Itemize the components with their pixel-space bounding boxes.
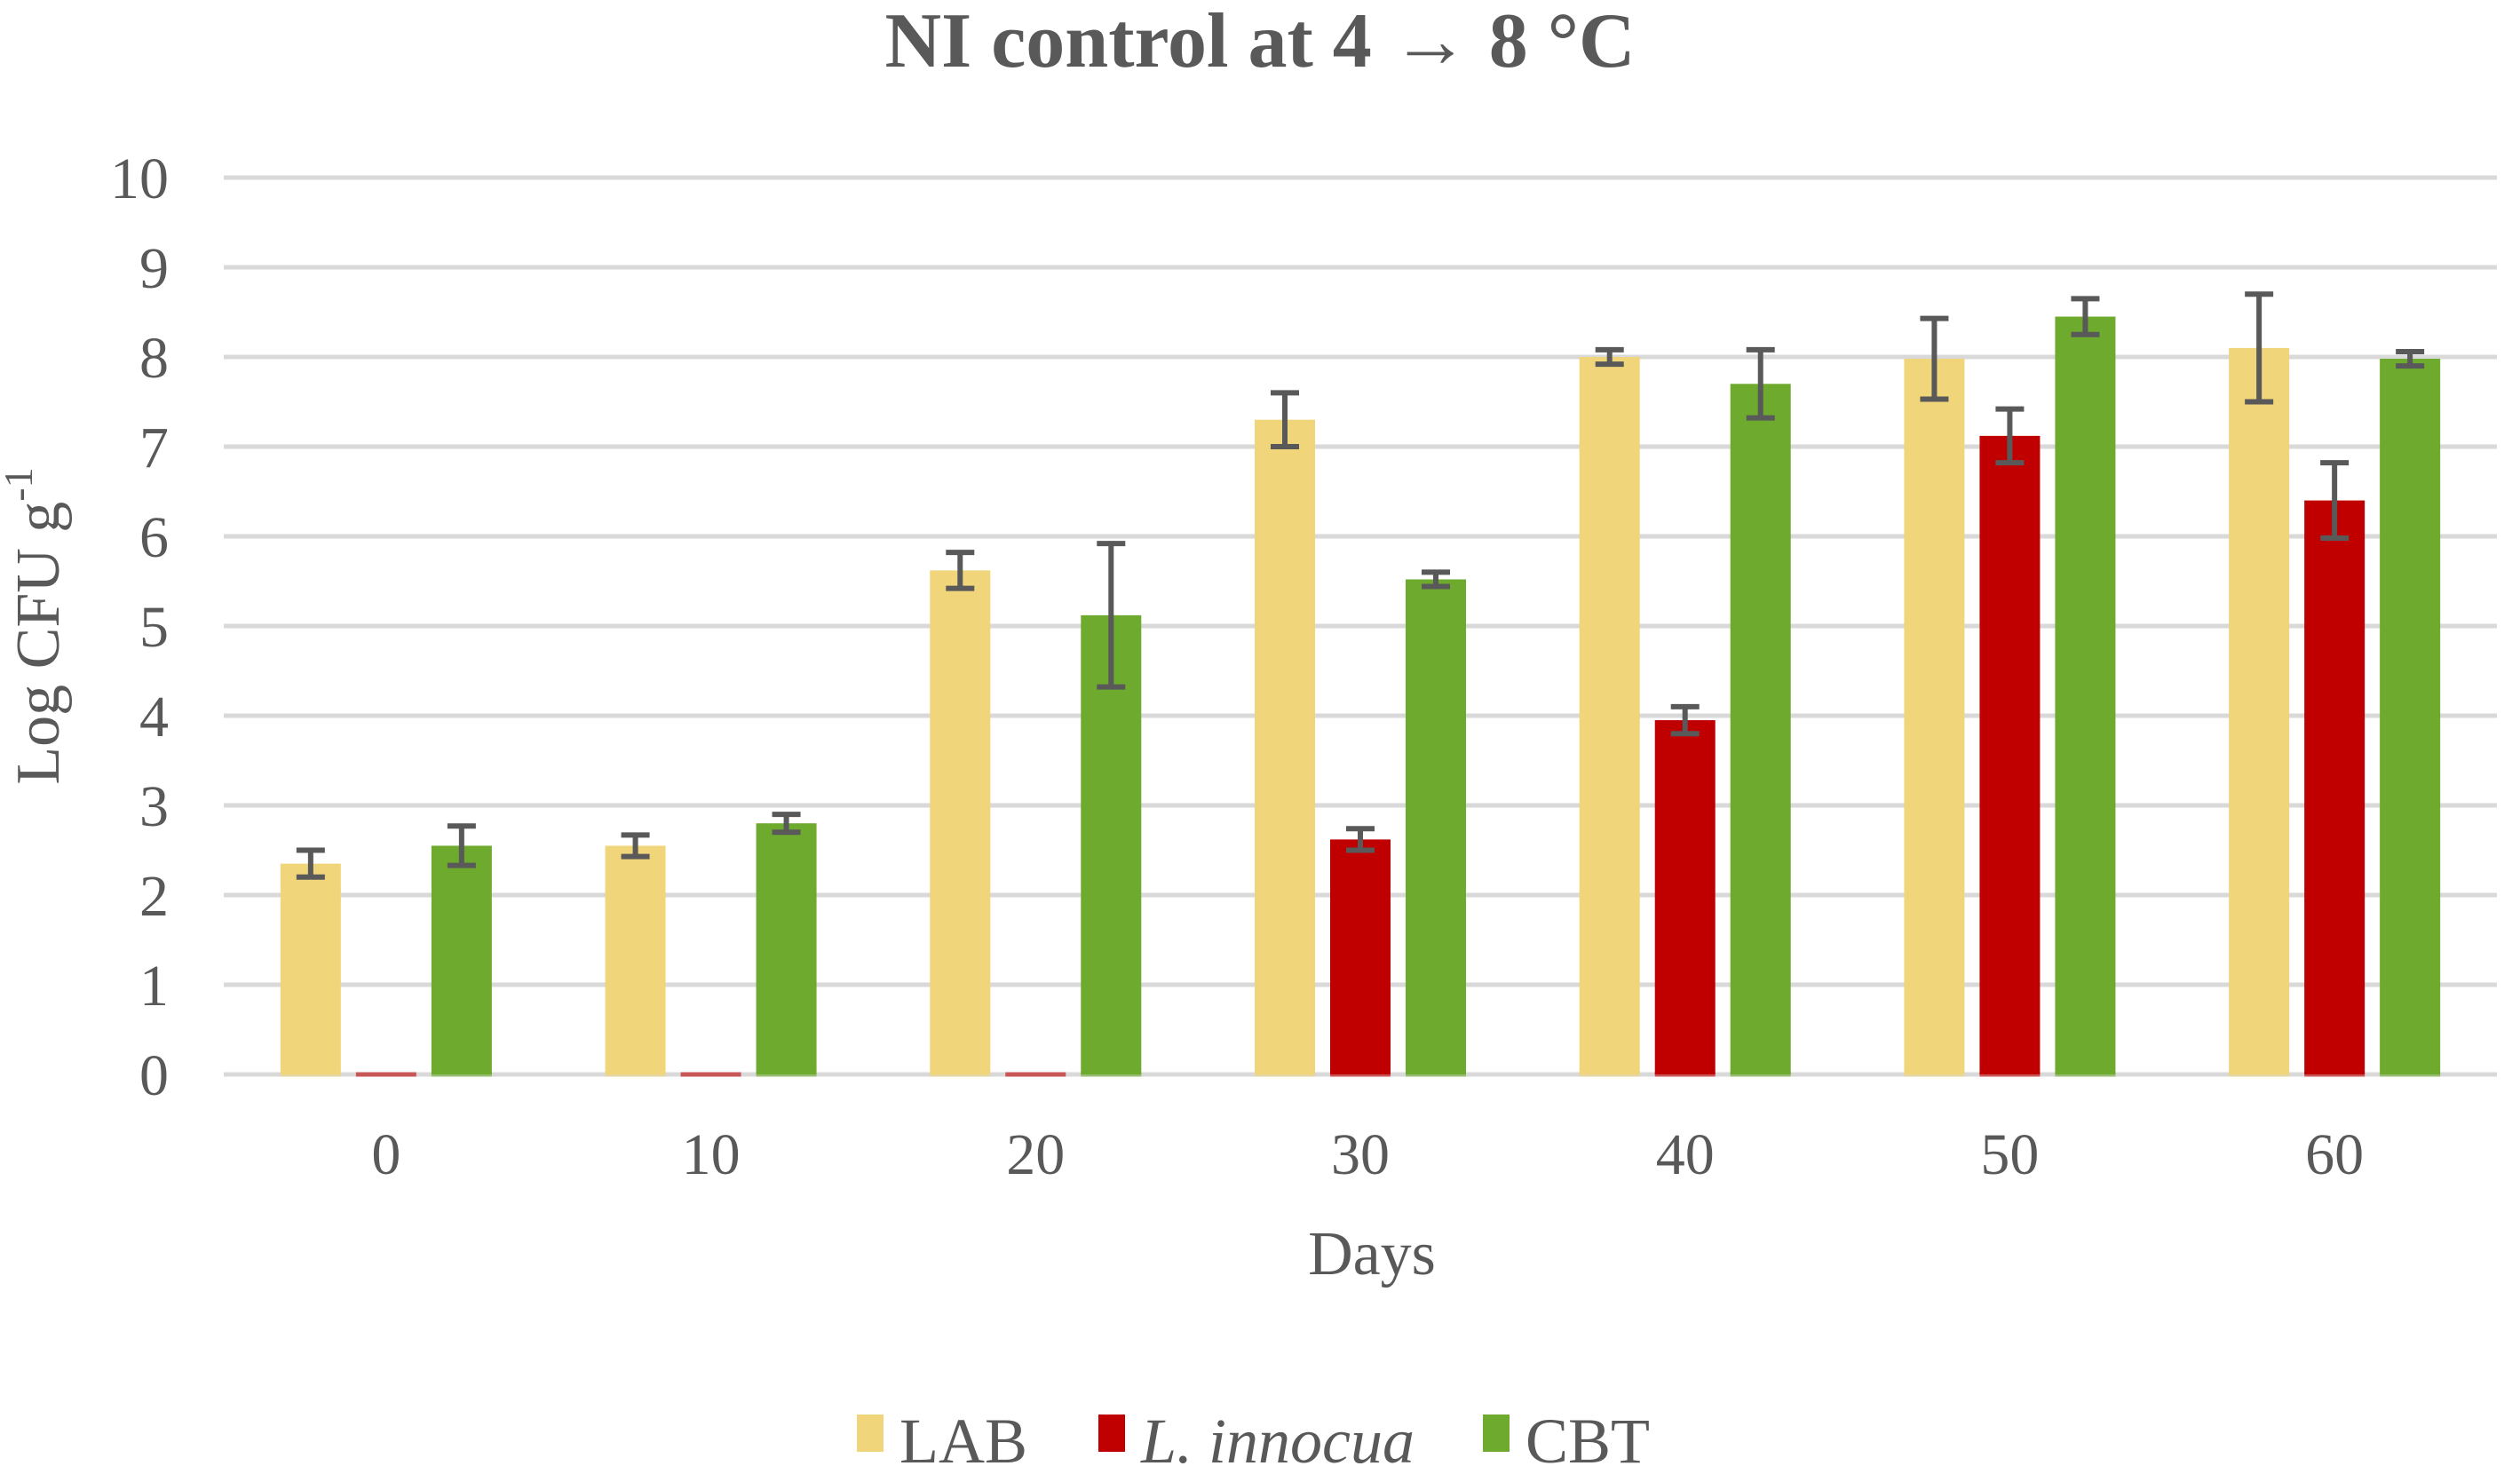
y-axis-label-main: Log CFU g [4, 502, 73, 785]
bar-lab-day-50 [1904, 359, 1965, 1074]
legend-label-0: LAB [899, 1406, 1027, 1470]
error-bar-1-4 [1670, 703, 1700, 737]
error-bar-0-0 [296, 847, 325, 880]
bar-l-innocua-day-30 [1330, 839, 1391, 1074]
legend: LAB L. innocua CBT [857, 1406, 1650, 1474]
bar-cbt-day-20 [1081, 614, 1142, 1074]
y-tick-label-6: 6 [139, 505, 169, 570]
error-bar-0-1 [621, 832, 650, 860]
bar-lab-day-60 [2229, 347, 2290, 1074]
bar-l-innocua-day-50 [1979, 435, 2041, 1074]
x-axis-label: Days [1308, 1220, 1436, 1288]
y-tick-label-4: 4 [139, 685, 169, 749]
y-tick-label-8: 8 [139, 326, 169, 391]
y-tick-label-5: 5 [139, 595, 169, 660]
error-bar-2-1 [772, 812, 801, 836]
bars [280, 316, 2441, 1077]
error-bar-1-6 [2320, 460, 2350, 542]
x-tick-label-1: 10 [682, 1122, 741, 1187]
bar-lab-day-30 [1255, 419, 1315, 1074]
bar-cbt-day-50 [2055, 316, 2116, 1074]
x-tick-label-4: 40 [1656, 1122, 1715, 1187]
chart-title: NI control at 4 → 8 °C [884, 0, 1635, 84]
y-axis-label: Log CFU g-1 [0, 467, 73, 784]
legend-label-2: CBT [1525, 1406, 1650, 1470]
error-bar-1-5 [1995, 406, 2025, 466]
y-axis-label-superscript: -1 [0, 467, 41, 501]
error-bar-2-6 [2396, 348, 2425, 369]
error-bar-0-6 [2245, 291, 2274, 405]
bar-lab-day-10 [605, 845, 666, 1074]
error-bar-0-2 [946, 550, 975, 591]
x-tick-label-3: 30 [1331, 1122, 1390, 1187]
bar-lab-day-40 [1579, 357, 1640, 1074]
y-tick-label-1: 1 [139, 954, 169, 1018]
y-tick-label-9: 9 [139, 236, 169, 301]
error-bar-2-3 [1422, 569, 1450, 590]
bar-cbt-day-30 [1406, 579, 1466, 1074]
error-bar-2-0 [447, 823, 476, 868]
y-tick-label-0: 0 [139, 1043, 169, 1108]
bar-l-innocua-day-40 [1654, 720, 1716, 1074]
legend-swatch-0 [857, 1415, 884, 1452]
bar-lab-day-20 [930, 570, 991, 1074]
error-bar-2-2 [1097, 541, 1126, 690]
y-tick-label-7: 7 [139, 416, 169, 480]
error-bar-2-5 [2071, 296, 2100, 337]
legend-swatch-1 [1098, 1415, 1125, 1452]
bar-cbt-day-60 [2380, 359, 2441, 1074]
bar-cbt-day-0 [431, 845, 492, 1074]
error-bar-1-3 [1346, 826, 1375, 853]
x-axis-ticks: 0 10 20 30 40 50 60 [371, 1122, 2364, 1187]
error-bar-0-5 [1920, 315, 1949, 402]
y-tick-label-10: 10 [110, 147, 169, 211]
x-tick-label-0: 0 [371, 1122, 400, 1187]
bar-cbt-day-40 [1730, 384, 1791, 1074]
y-axis-ticks: 0 1 2 3 4 5 6 7 8 9 10 [110, 147, 169, 1108]
x-tick-label-6: 60 [2305, 1122, 2364, 1187]
legend-label-1: L. innocua [1140, 1406, 1415, 1470]
error-bars [296, 291, 2425, 880]
bar-l-innocua-day-60 [2304, 500, 2365, 1074]
error-bar-2-4 [1746, 346, 1775, 421]
gridlines [224, 175, 2497, 1077]
error-bar-0-3 [1271, 390, 1299, 449]
x-tick-label-5: 50 [1980, 1122, 2039, 1187]
bar-cbt-day-10 [756, 823, 817, 1074]
x-tick-label-2: 20 [1006, 1122, 1065, 1187]
bar-lab-day-0 [280, 863, 341, 1074]
y-tick-label-2: 2 [139, 864, 169, 929]
error-bar-0-4 [1595, 346, 1624, 368]
legend-swatch-2 [1483, 1415, 1510, 1452]
y-tick-label-3: 3 [139, 774, 169, 839]
